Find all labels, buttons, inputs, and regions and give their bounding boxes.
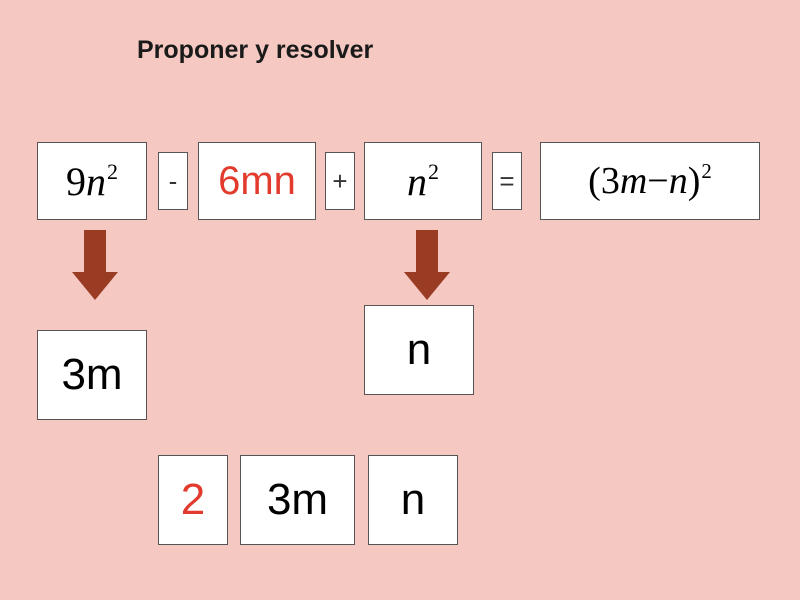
exp: 2: [107, 159, 118, 185]
arrow-down-2: [404, 230, 450, 300]
operator-minus: -: [158, 152, 188, 210]
a-coef: 3: [601, 159, 620, 203]
factor-n: n: [368, 455, 458, 545]
inner-op: −: [647, 159, 668, 203]
factor-3m: 3m: [240, 455, 355, 545]
exp: 2: [701, 159, 711, 184]
factor-2: 2: [158, 455, 228, 545]
arrow-down-1: [72, 230, 118, 300]
arrow-head-icon: [404, 272, 450, 300]
arrow-shaft: [84, 230, 106, 272]
arrow-head-icon: [72, 272, 118, 300]
term-result: (3m − n)2: [540, 142, 760, 220]
root-n: n: [364, 305, 474, 395]
operator-plus: +: [325, 152, 355, 210]
var: n: [86, 158, 106, 205]
page-title: Proponer y resolver: [137, 36, 373, 65]
term-9n2: 9n2: [37, 142, 147, 220]
term-n2: n2: [364, 142, 482, 220]
coef: 9: [66, 158, 86, 205]
paren-close: ): [688, 159, 701, 203]
paren-open: (: [588, 159, 601, 203]
var: n: [407, 158, 427, 205]
exp: 2: [428, 159, 439, 185]
a-var: m: [620, 159, 647, 203]
operator-equals: =: [492, 152, 522, 210]
arrow-shaft: [416, 230, 438, 272]
root-3m: 3m: [37, 330, 147, 420]
term-6mn: 6mn: [198, 142, 316, 220]
b-var: n: [669, 159, 688, 203]
